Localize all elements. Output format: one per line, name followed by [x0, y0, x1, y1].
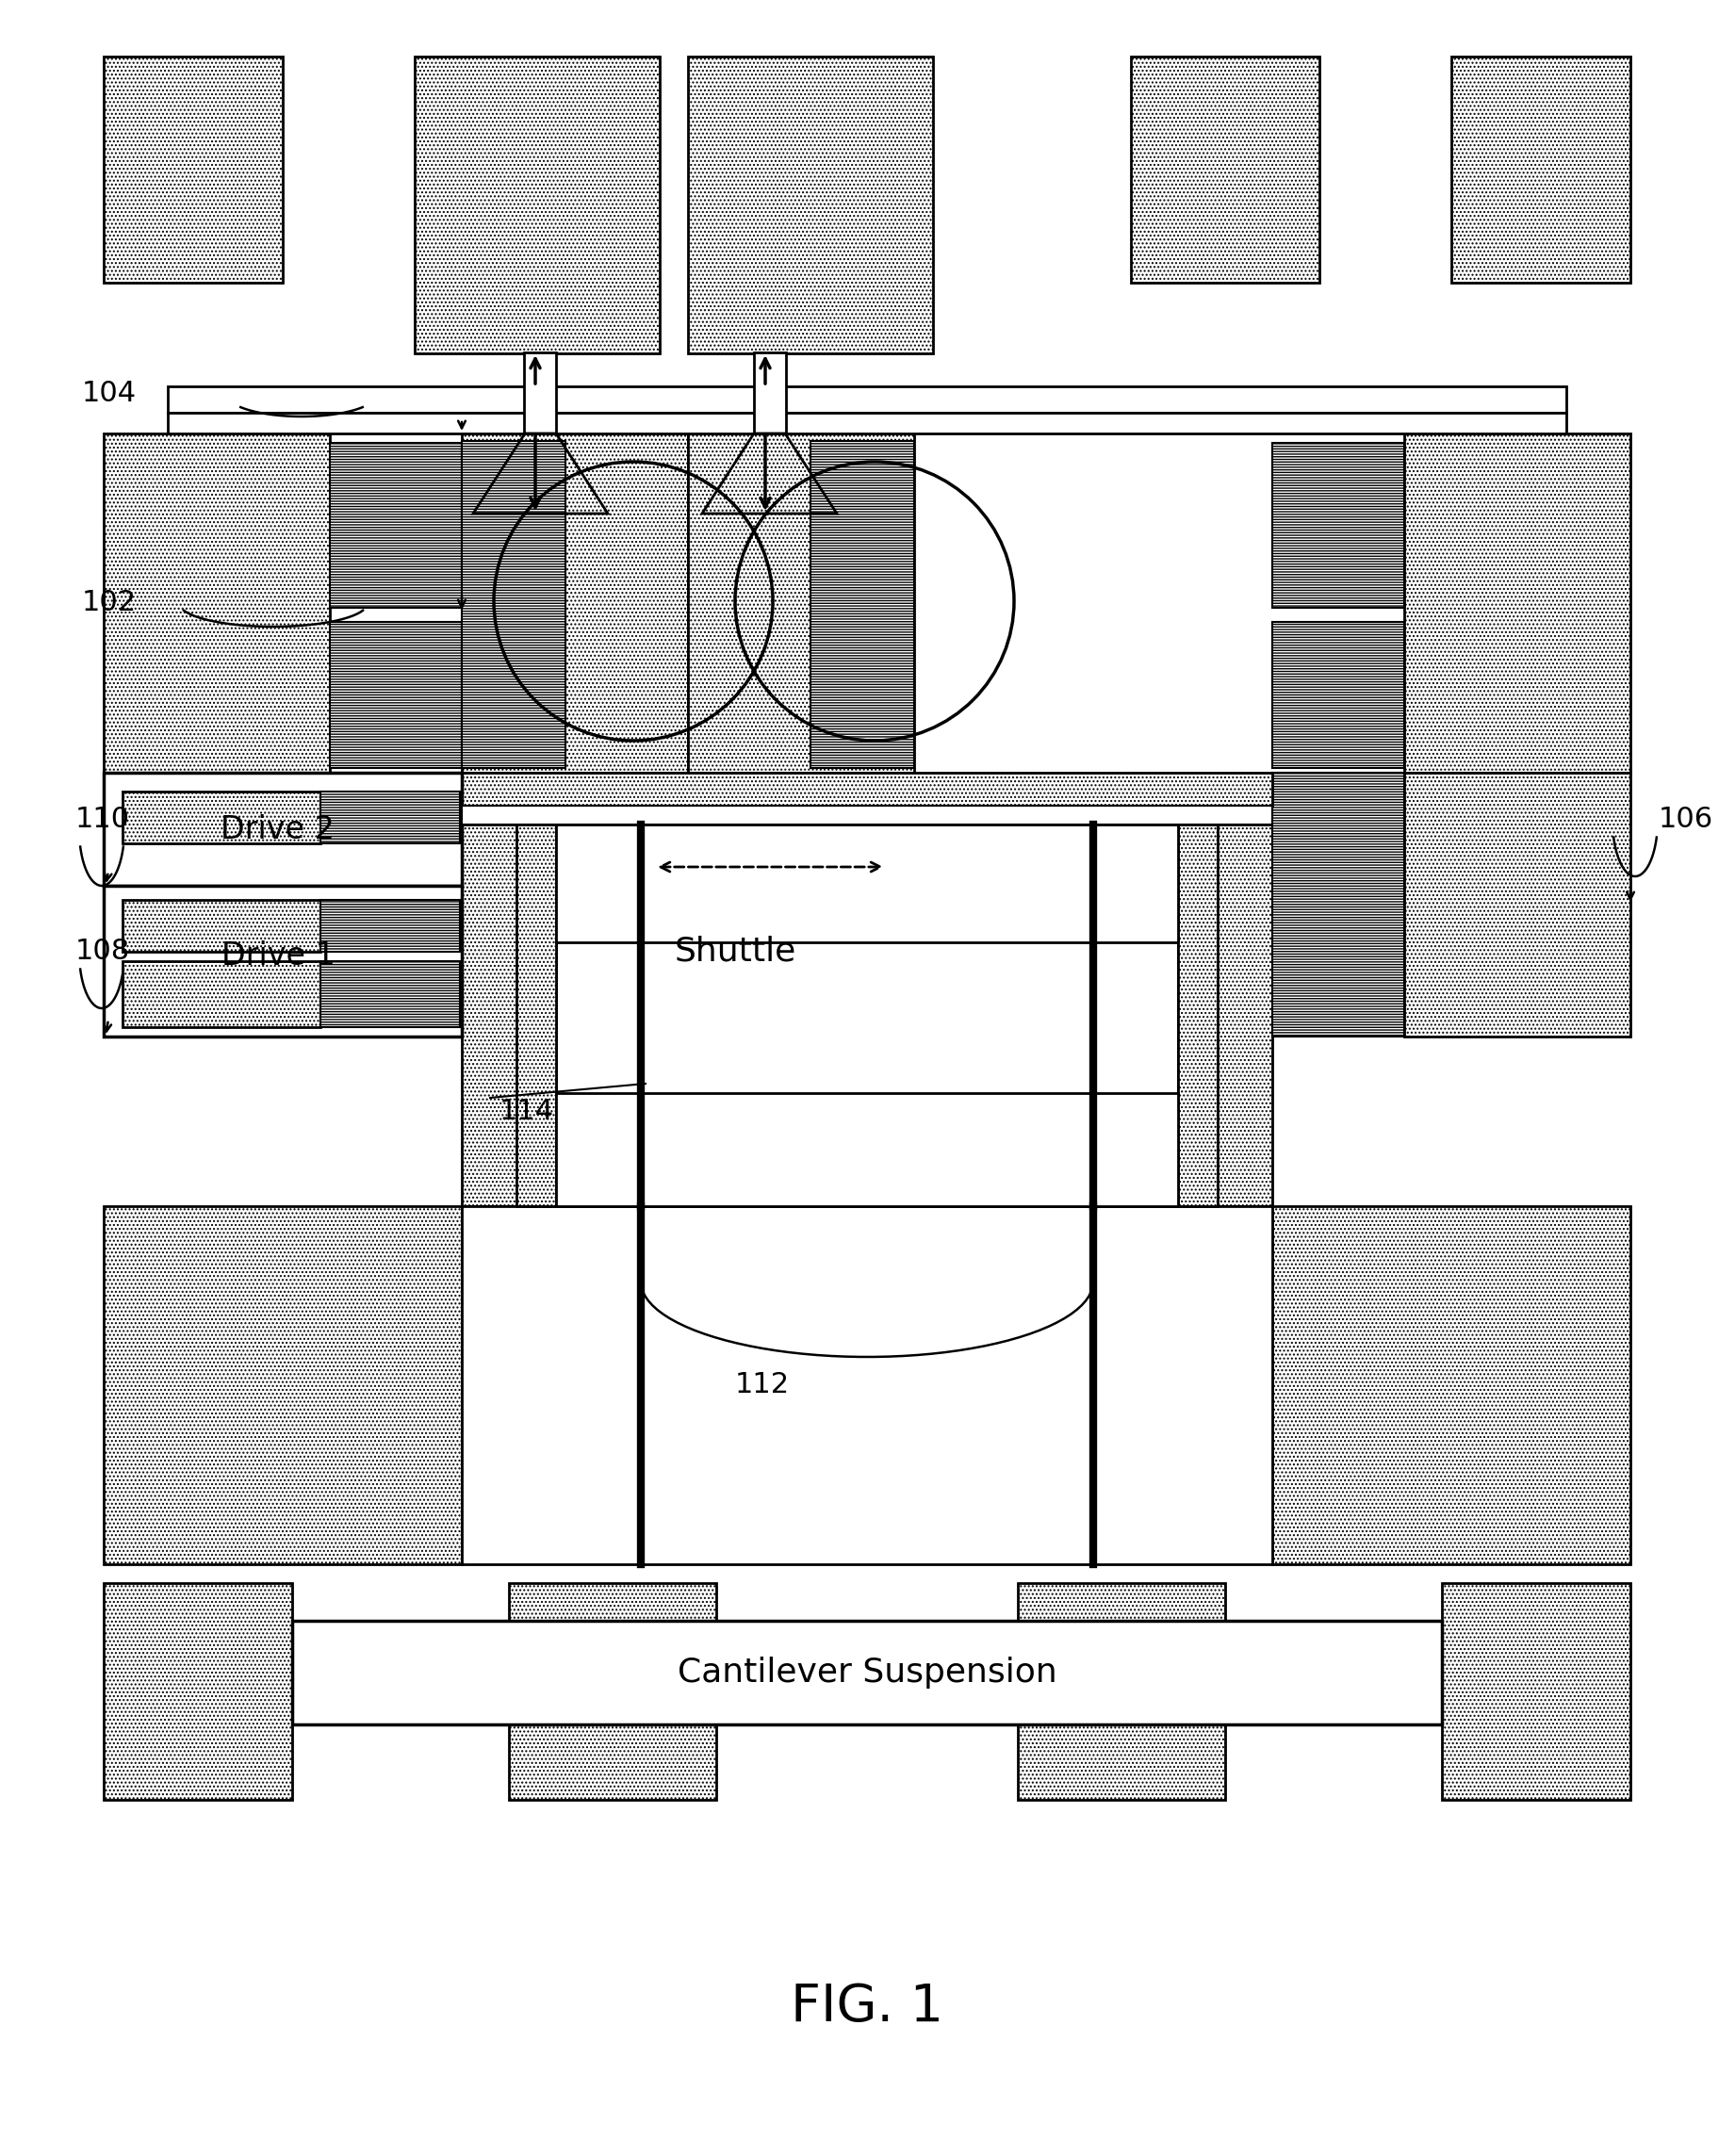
- Bar: [810, 442, 914, 768]
- Bar: [330, 442, 462, 608]
- Bar: [1178, 824, 1218, 1205]
- Bar: [1404, 772, 1631, 1037]
- Bar: [168, 412, 1567, 433]
- Bar: [1404, 433, 1631, 772]
- Bar: [1272, 1205, 1631, 1565]
- Bar: [104, 56, 283, 282]
- Bar: [1272, 621, 1404, 768]
- Text: 106: 106: [1659, 806, 1714, 834]
- Text: 112: 112: [736, 1371, 789, 1399]
- Bar: [330, 621, 462, 768]
- Bar: [1442, 1583, 1631, 1800]
- Bar: [104, 772, 462, 886]
- Bar: [689, 433, 914, 772]
- Bar: [168, 386, 1567, 412]
- Bar: [123, 899, 321, 951]
- Bar: [1452, 56, 1631, 282]
- Bar: [508, 1583, 717, 1800]
- Text: Drive 2: Drive 2: [220, 813, 335, 845]
- Bar: [123, 962, 321, 1026]
- Bar: [462, 442, 566, 768]
- Text: FIG. 1: FIG. 1: [791, 1981, 944, 2033]
- Bar: [104, 886, 462, 1037]
- Bar: [1018, 1583, 1225, 1800]
- Text: 110: 110: [75, 806, 130, 834]
- Bar: [104, 433, 330, 772]
- Text: Drive 1: Drive 1: [220, 940, 335, 972]
- Bar: [1272, 442, 1404, 608]
- Bar: [1272, 772, 1404, 1037]
- Bar: [755, 351, 786, 433]
- Text: 114: 114: [500, 1097, 553, 1125]
- Text: 108: 108: [75, 938, 130, 966]
- Bar: [123, 791, 321, 843]
- Bar: [689, 56, 933, 354]
- Bar: [517, 824, 555, 1205]
- Bar: [104, 1205, 462, 1565]
- Bar: [1131, 56, 1319, 282]
- Bar: [555, 824, 1178, 1205]
- Bar: [321, 899, 460, 951]
- Bar: [462, 1205, 1272, 1565]
- Bar: [462, 806, 1272, 824]
- Text: 102: 102: [82, 589, 137, 617]
- Text: Shuttle: Shuttle: [675, 936, 796, 968]
- Bar: [415, 56, 659, 354]
- Bar: [462, 433, 689, 772]
- Bar: [321, 962, 460, 1026]
- Bar: [462, 824, 1272, 1205]
- Bar: [555, 824, 1178, 942]
- Text: 104: 104: [82, 379, 137, 407]
- Bar: [555, 1093, 1178, 1205]
- Bar: [291, 1621, 1442, 1725]
- Bar: [462, 772, 1272, 806]
- Bar: [104, 1583, 291, 1800]
- Bar: [321, 791, 460, 843]
- Text: Cantilever Suspension: Cantilever Suspension: [677, 1656, 1057, 1688]
- Bar: [524, 351, 555, 433]
